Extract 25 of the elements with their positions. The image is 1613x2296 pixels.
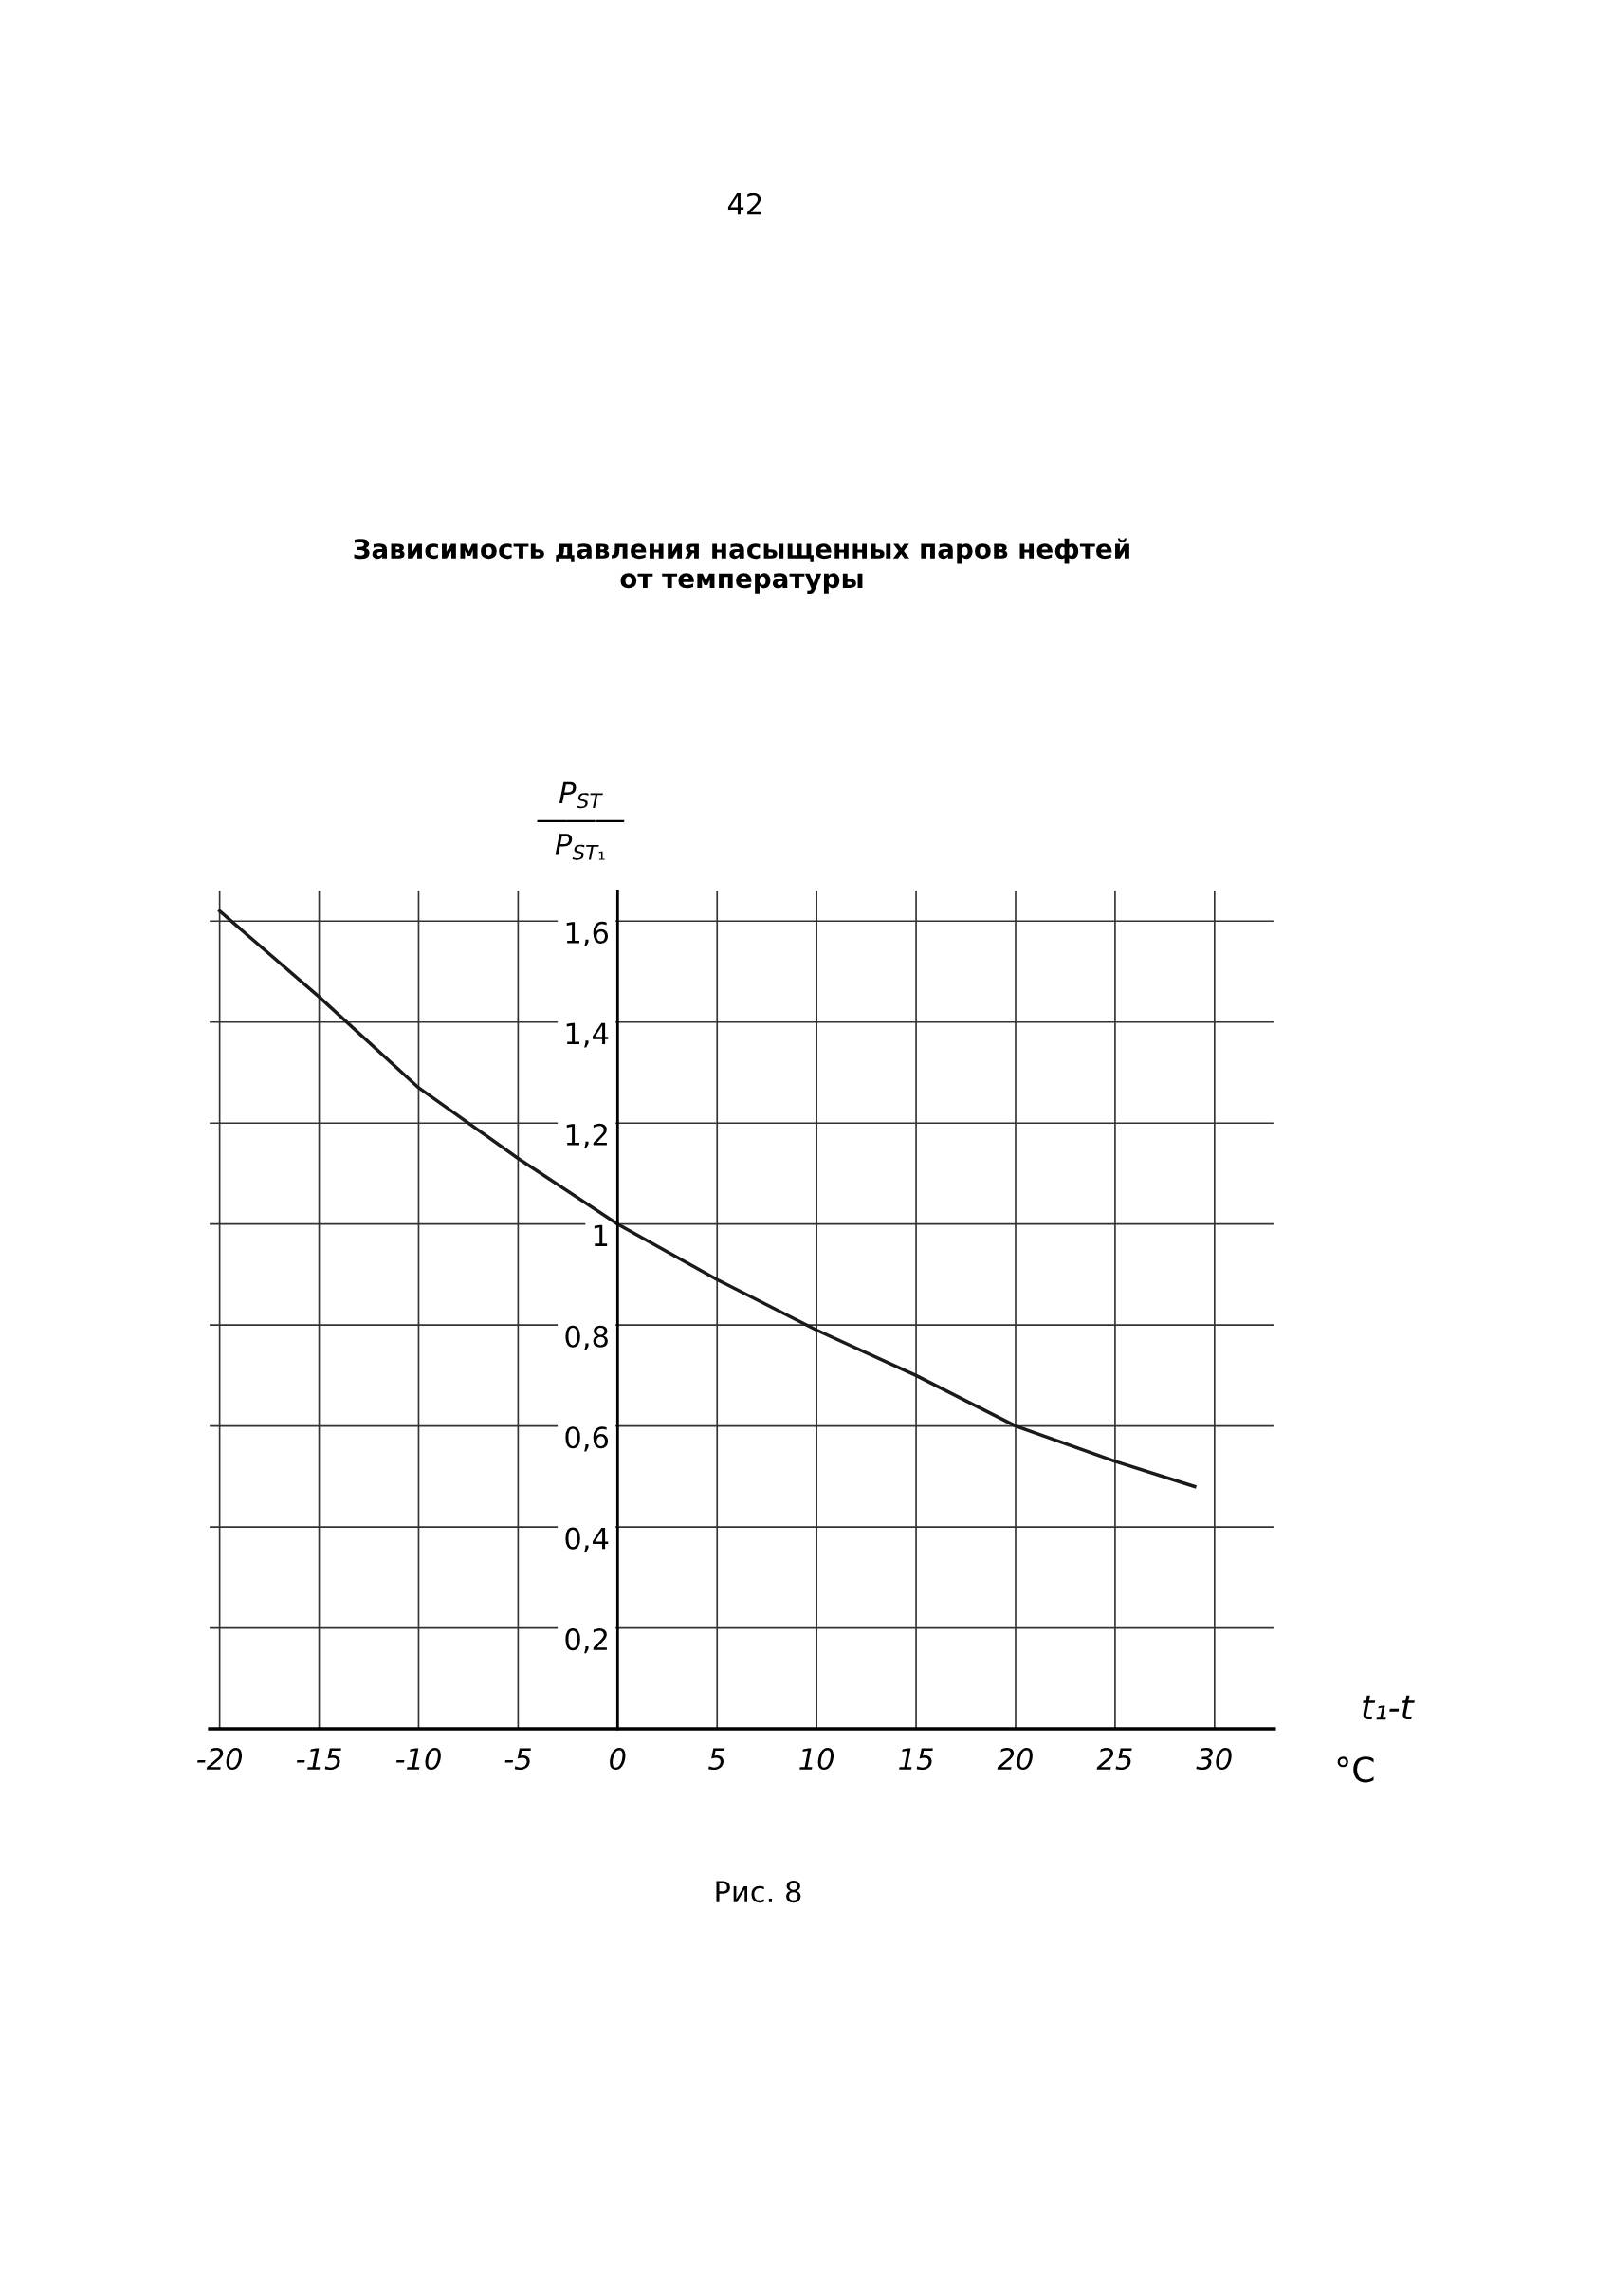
y-tick-label: 1,6 [566, 921, 609, 947]
text: 42 [727, 193, 761, 215]
text: Рис. 8 [716, 1881, 801, 1903]
x-tick-label: -20 [197, 1748, 243, 1771]
x-tick-label: 20 [997, 1748, 1033, 1771]
x-tick-label: -15 [296, 1748, 341, 1771]
x-tick-label: 30 [1196, 1748, 1232, 1771]
y-tick-label: 1 [594, 1224, 608, 1246]
y-tick-label: 1,2 [566, 1123, 607, 1148]
y-tick-label: 0,6 [565, 1426, 609, 1452]
y-tick-label: 0,8 [565, 1325, 608, 1350]
x-tick-label: 0 [610, 1748, 626, 1771]
x-tick-label: 5 [708, 1748, 725, 1771]
x-tick-label: 25 [1096, 1748, 1132, 1771]
x-tick-label: 10 [799, 1748, 834, 1771]
y-axis-title: P$_{ST}$ ――― P$_{ST₁}$ [537, 781, 625, 860]
x-tick-label: -5 [504, 1748, 531, 1771]
chart-title: Зависимость давления насыщенных паров нефтей от температуры [354, 538, 1129, 594]
y-tick-label: 1,4 [566, 1022, 609, 1048]
text: °C [1337, 1756, 1374, 1783]
x-axis-title: t₁-t [1363, 1695, 1415, 1720]
x-tick-label: -10 [395, 1748, 441, 1771]
y-tick-label: 0,2 [565, 1628, 607, 1654]
x-tick-label: 15 [899, 1748, 933, 1771]
y-tick-label: 0,4 [565, 1527, 609, 1552]
